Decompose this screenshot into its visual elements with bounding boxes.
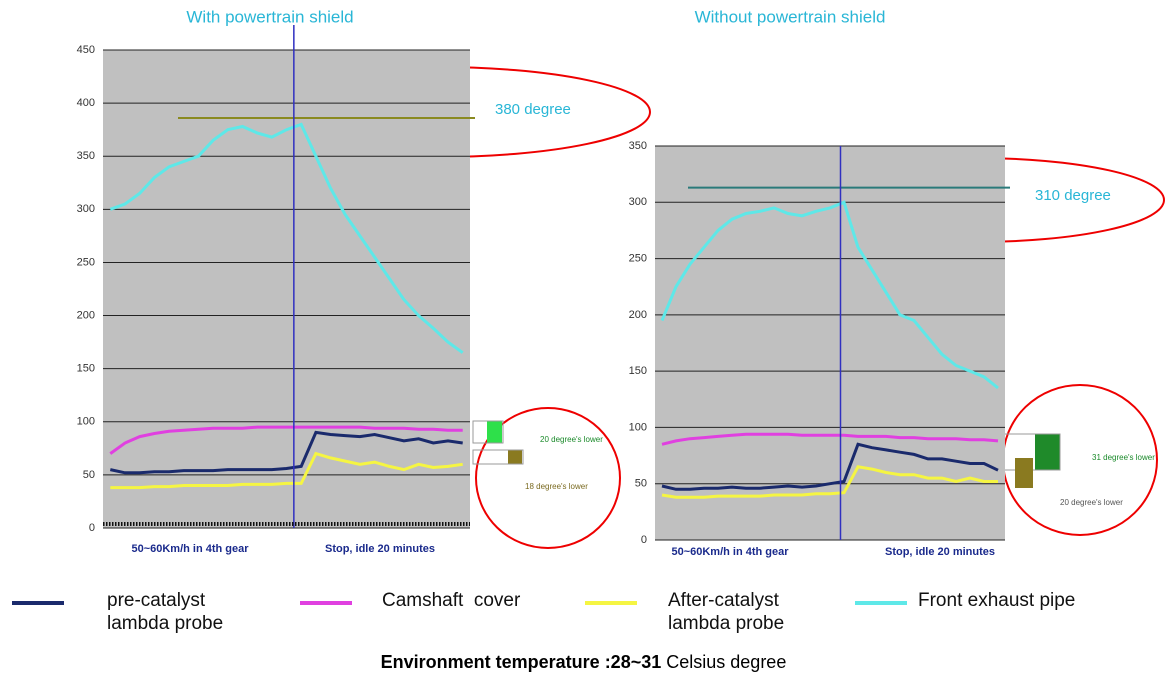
caption: Environment temperature :28~31 Celsius d… xyxy=(0,652,1167,673)
y-tick-label: 300 xyxy=(77,203,95,215)
y-tick-label: 200 xyxy=(629,309,647,321)
legend-swatch xyxy=(300,601,352,605)
x-region-label: 50~60Km/h in 4th gear xyxy=(131,543,249,555)
charts: With powertrain shield 0 50 100 150 200 250 300… xyxy=(77,7,1165,558)
legend-swatch xyxy=(12,601,64,605)
y-tick-label: 150 xyxy=(629,365,647,377)
annotation: 310 degree xyxy=(1035,187,1111,204)
delta-box xyxy=(1015,458,1033,488)
caption-bold: Environment temperature :28~31 xyxy=(380,652,662,672)
series-line xyxy=(661,442,999,491)
y-tick-label: 100 xyxy=(77,416,95,428)
legend-label: pre-catalyst lambda probe xyxy=(107,590,224,634)
legend-label: Front exhaust pipe xyxy=(918,590,1076,611)
delta-box xyxy=(487,421,502,443)
y-tick-label: 150 xyxy=(77,363,95,375)
legend-label: Camshaft cover xyxy=(382,590,521,611)
series-line xyxy=(660,200,999,390)
annotation: 20 degree's lower xyxy=(540,435,603,444)
y-tick-label: 0 xyxy=(641,534,647,546)
chart-title: Without powertrain shield xyxy=(695,7,886,26)
annotation: 20 degree's lower xyxy=(1060,498,1123,507)
legend-swatch xyxy=(855,601,907,605)
highlight-ellipse xyxy=(475,407,621,549)
series-line xyxy=(109,425,463,455)
annotation: 18 degree's lower xyxy=(525,482,588,491)
plot-area xyxy=(103,50,470,528)
y-tick-label: 350 xyxy=(629,140,647,152)
delta-box xyxy=(472,449,524,465)
y-tick-label: 50 xyxy=(83,469,95,481)
plot-area xyxy=(655,146,1005,540)
y-tick-label: 400 xyxy=(77,97,95,109)
series-line xyxy=(661,465,998,499)
y-tick-label: 300 xyxy=(629,196,647,208)
series-line xyxy=(109,122,464,354)
legend-swatch xyxy=(585,601,637,605)
series-line xyxy=(109,430,463,475)
y-tick-label: 450 xyxy=(77,44,95,56)
x-region-label: Stop, idle 20 minutes xyxy=(325,543,435,555)
y-tick-label: 50 xyxy=(635,478,647,490)
annotation: 31 degree's lower xyxy=(1092,453,1155,462)
chart-title: With powertrain shield xyxy=(186,7,353,26)
x-region-label: Stop, idle 20 minutes xyxy=(885,546,995,558)
legend-label: After-catalyst lambda probe xyxy=(668,590,785,634)
delta-box xyxy=(508,450,522,464)
delta-box xyxy=(1035,434,1060,470)
y-tick-label: 350 xyxy=(77,150,95,162)
annotation: 380 degree xyxy=(495,101,571,118)
y-tick-label: 100 xyxy=(629,421,647,433)
x-region-label: 50~60Km/h in 4th gear xyxy=(671,546,789,558)
delta-box xyxy=(472,420,504,444)
series-line xyxy=(661,432,999,446)
y-tick-label: 250 xyxy=(629,252,647,264)
caption-rest: Celsius degree xyxy=(666,652,787,672)
series-line xyxy=(110,451,463,490)
y-tick-label: 0 xyxy=(89,522,95,534)
y-tick-label: 200 xyxy=(77,309,95,321)
y-tick-label: 250 xyxy=(77,256,95,268)
